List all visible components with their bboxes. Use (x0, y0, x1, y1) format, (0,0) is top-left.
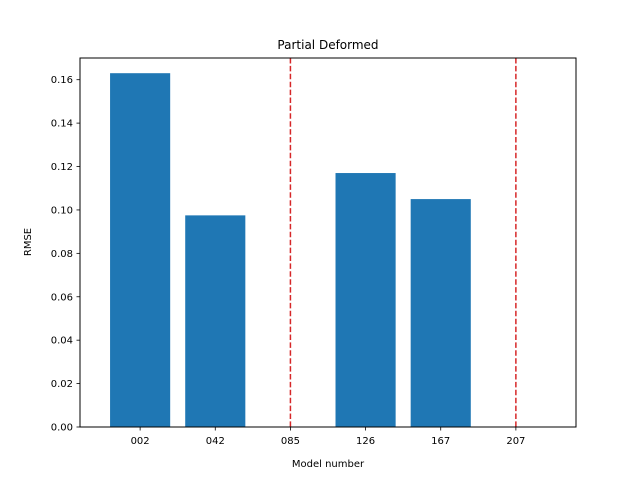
bar-002 (110, 73, 171, 427)
y-tick-label: 0.04 (51, 336, 73, 347)
y-tick-label: 0.12 (51, 162, 73, 173)
x-tick-label: 167 (431, 436, 450, 447)
bar-126 (335, 173, 396, 427)
x-tick-label: 085 (281, 436, 300, 447)
bars-group (110, 73, 471, 427)
x-tick-label: 042 (206, 436, 225, 447)
y-tick-label: 0.10 (51, 205, 73, 216)
x-axis-ticks: 002 042 085 126 167 207 (131, 427, 525, 447)
y-tick-label: 0.06 (51, 292, 73, 303)
y-tick-label: 0.16 (51, 75, 73, 86)
y-axis-ticks: 0.00 0.02 0.04 0.06 0.08 0.10 0.12 0.14 0.16 (51, 75, 80, 434)
x-axis-label: Model number (292, 459, 365, 470)
bar-167 (410, 199, 471, 427)
bar-042 (185, 215, 246, 427)
chart-title: Partial Deformed (277, 38, 378, 52)
x-tick-label: 207 (506, 436, 525, 447)
y-tick-label: 0.08 (51, 249, 73, 260)
x-tick-label: 126 (356, 436, 375, 447)
plot-frame (79, 57, 577, 428)
x-tick-label: 002 (131, 436, 150, 447)
y-tick-label: 0.14 (51, 119, 73, 130)
y-tick-label: 0.02 (51, 379, 73, 390)
y-axis-label: RMSE (23, 228, 34, 256)
reference-lines-group (289, 58, 517, 427)
y-tick-label: 0.00 (51, 423, 73, 434)
